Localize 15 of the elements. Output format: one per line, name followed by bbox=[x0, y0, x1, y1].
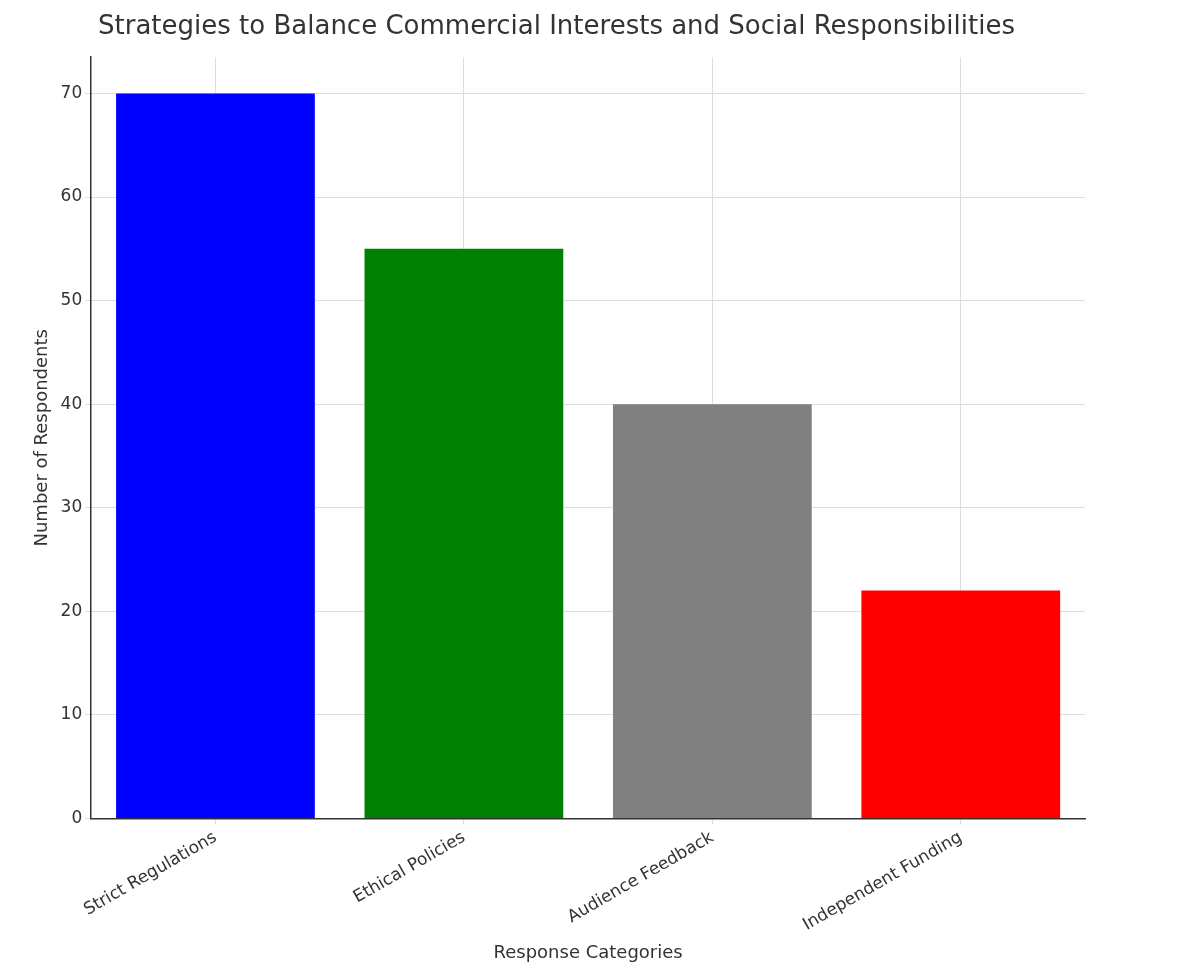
bar bbox=[612, 404, 812, 818]
y-axis-title: Number of Respondents bbox=[30, 329, 52, 547]
chart-title: Strategies to Balance Commercial Interests and Social Responsibilities bbox=[98, 10, 1015, 41]
y-tick-label: 60 bbox=[60, 185, 83, 206]
y-tick-label: 70 bbox=[60, 81, 83, 102]
y-tick-label: 50 bbox=[60, 289, 83, 309]
bar bbox=[861, 590, 1061, 818]
bar bbox=[116, 93, 315, 818]
x-axis-title: Response Categories bbox=[493, 940, 683, 962]
y-tick-label: 10 bbox=[60, 703, 83, 724]
bar bbox=[364, 248, 564, 818]
y-tick-label: 0 bbox=[71, 806, 83, 827]
y-tick-label: 30 bbox=[60, 496, 83, 517]
y-tick-label: 40 bbox=[60, 392, 83, 413]
y-tick-label: 20 bbox=[60, 599, 83, 620]
